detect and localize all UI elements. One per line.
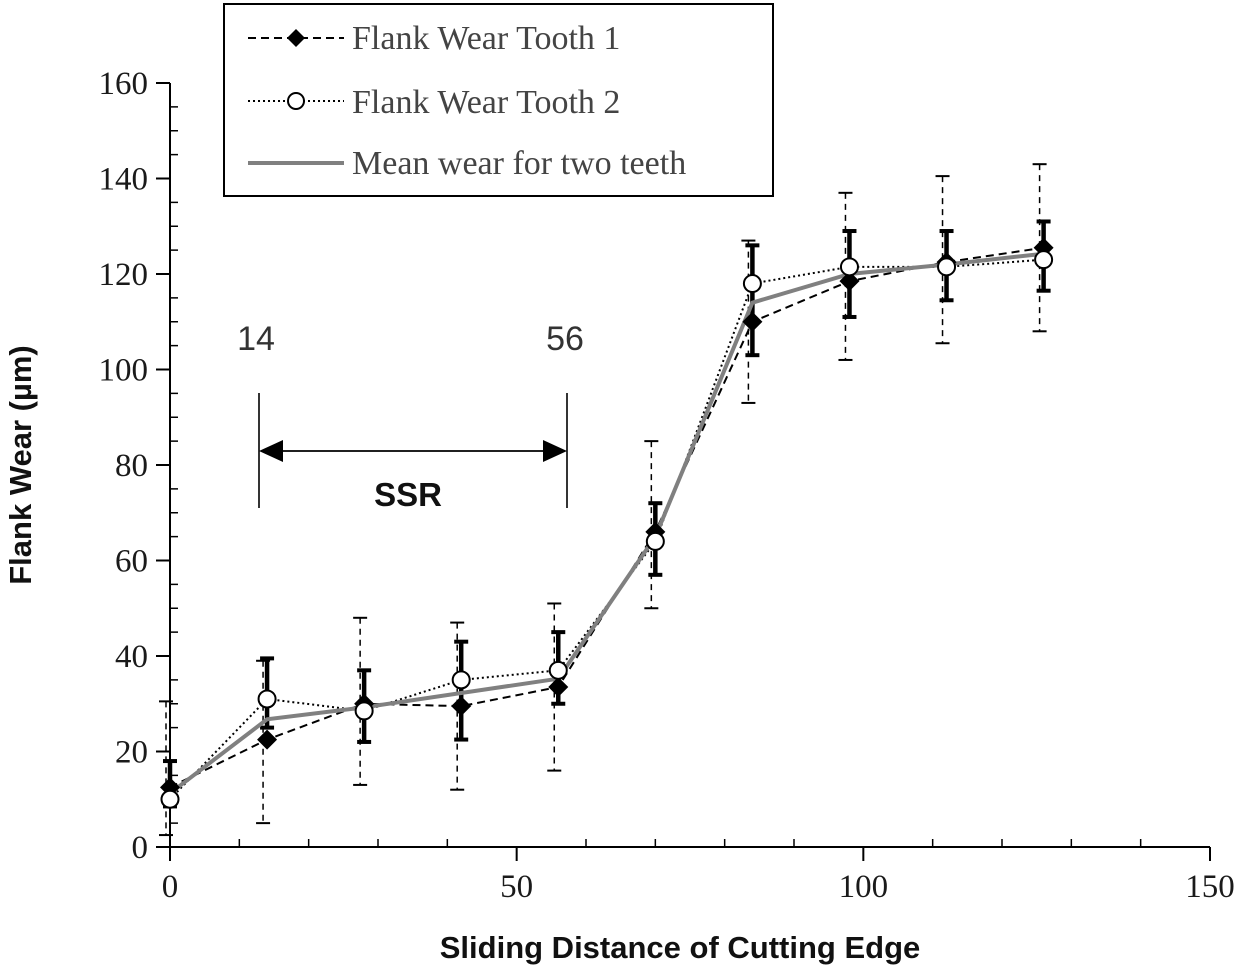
y-tick-label: 160 [99,66,149,102]
annotations: 14 56 SSR [237,320,584,513]
tooth-1-diamond-point [839,271,860,292]
tooth-2-circle-point [354,701,374,721]
legend: Flank Wear Tooth 1 Flank Wear Tooth 2 Me… [223,3,774,197]
legend-label-tooth-1: Flank Wear Tooth 1 [352,20,620,57]
mean-line [168,251,1044,795]
ssr-label: SSR [374,476,442,513]
legend-label-mean: Mean wear for two teeth [352,145,686,182]
tooth-1-diamond-point [548,677,569,698]
tooth-2-circle-point [451,670,471,690]
left-marker-label: 14 [237,320,275,358]
y-tick-label: 40 [115,639,148,675]
tooth-1-line [169,246,1044,789]
y-tick-label: 120 [99,257,149,293]
ssr-arrow-right-head [543,440,567,462]
legend-label-tooth-2: Flank Wear Tooth 2 [352,84,620,121]
tooth-2-circle-point [645,531,665,551]
x-tick-label: 150 [1185,869,1235,905]
y-tick-label: 60 [115,544,148,580]
x-axis-title: Sliding Distance of Cutting Edge [440,930,921,965]
y-tick-label: 0 [132,830,149,866]
tooth-2-circle-point [1034,250,1054,270]
tooth-1-diamond-point [451,696,472,717]
y-tick-label: 100 [99,353,149,389]
axes: 0 20 40 60 80 100 120 140 160 0 50 100 150 Sliding Di… [3,66,1235,965]
tooth-1-diamond-point [257,729,278,750]
tooth-2-circle-point [742,274,762,294]
x-tick-label: 0 [162,869,179,905]
ssr-arrow-left-head [259,440,283,462]
tooth-2-line [169,258,1044,800]
legend-item-tooth-2: Flank Wear Tooth 2 [248,84,620,121]
tooth-1-diamond-point [742,311,763,332]
legend-item-tooth-1: Flank Wear Tooth 1 [248,20,620,57]
y-tick-label: 80 [115,448,148,484]
tooth-2-circle-point [839,257,859,277]
tooth-2-circle-point [937,257,957,277]
y-tick-label: 20 [115,735,148,771]
right-marker-label: 56 [546,320,584,358]
legend-diamond-marker [287,29,305,47]
legend-item-mean: Mean wear for two teeth [248,145,686,182]
tooth-2-circle-point [160,789,180,809]
x-tick-label: 100 [839,869,889,905]
y-axis-title: Flank Wear (µm) [3,345,38,585]
y-tick-label: 140 [99,162,149,198]
legend-circle-marker [287,92,305,110]
series-layer [159,163,1054,837]
x-tick-label: 50 [500,869,533,905]
tooth-2-circle-point [257,689,277,709]
tooth-2-circle-point [548,660,568,680]
